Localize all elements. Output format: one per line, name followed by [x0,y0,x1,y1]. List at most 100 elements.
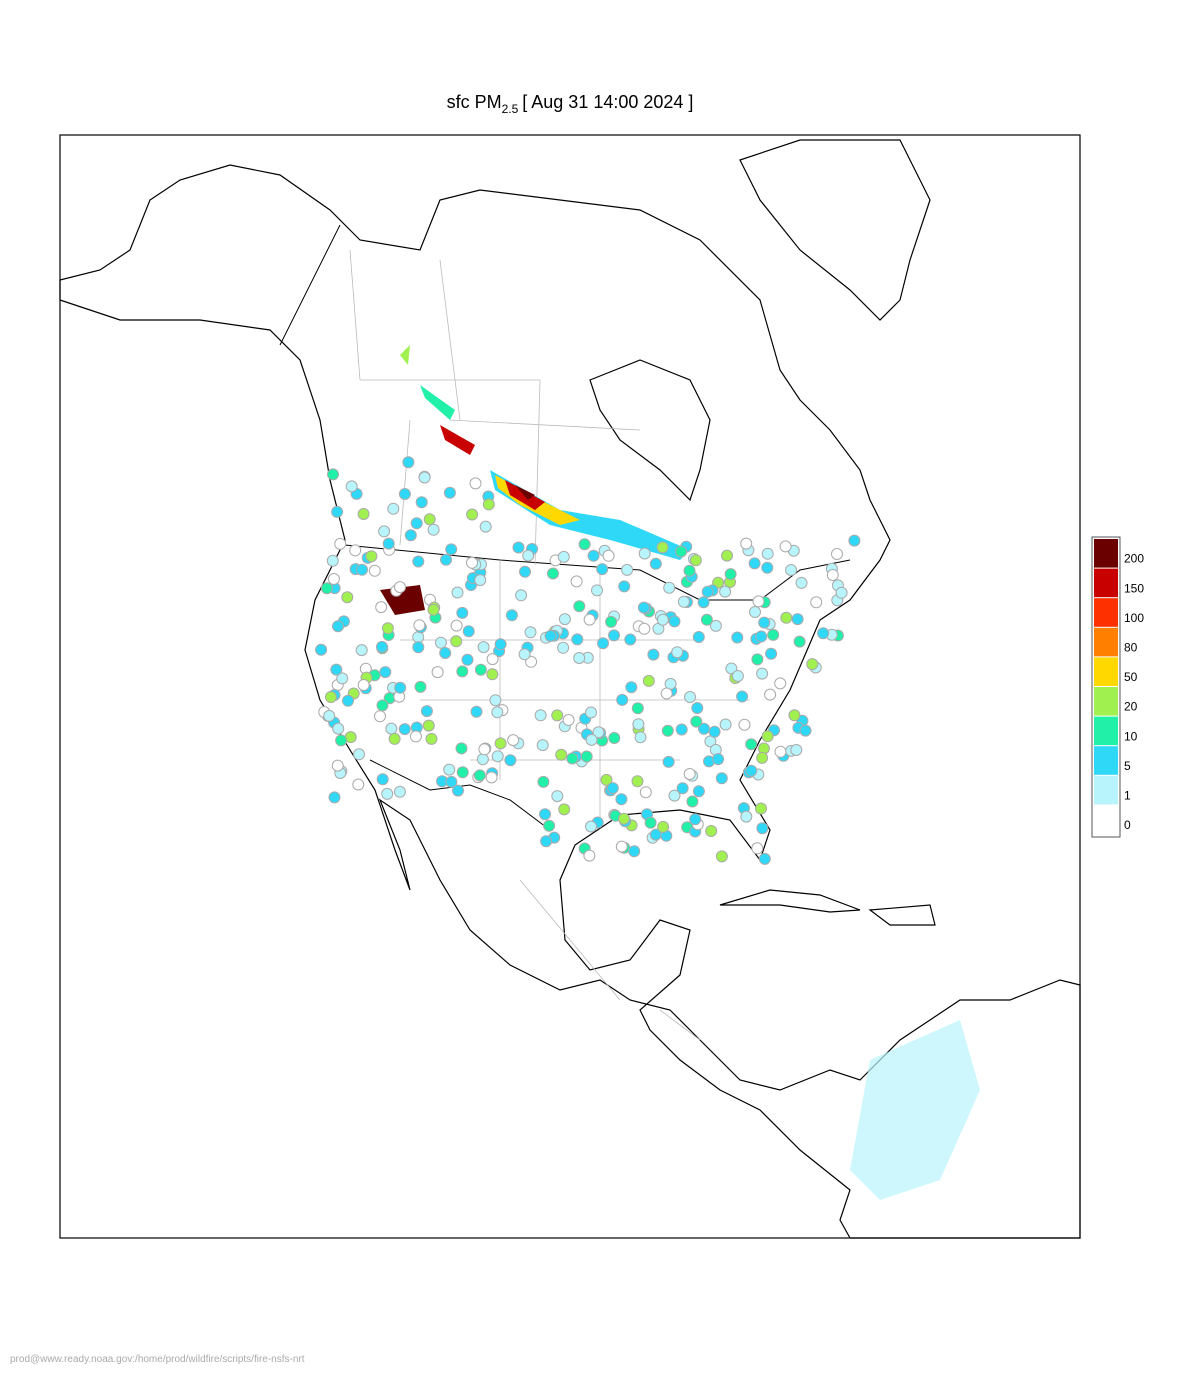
hispaniola [868,904,936,926]
station-dot [631,702,644,715]
station-dot [345,480,358,493]
station-dot [456,665,469,678]
station-dot [597,637,609,650]
station-dot [668,789,681,802]
station-dot [378,525,391,538]
station-dot [536,739,549,752]
station-dot [320,582,333,595]
alaska-border [279,224,341,346]
plume [400,345,410,365]
station-dot [543,819,556,832]
station-dot [558,613,571,626]
station-dot [494,638,507,651]
station-dot [621,563,634,576]
plume [420,385,455,420]
station-dot [409,730,422,743]
station-dot [583,613,596,626]
station-dot [551,709,564,722]
station-dot [327,468,339,481]
station-dot [587,549,600,562]
station-dot [562,714,575,726]
station-dot [721,549,733,562]
station-dot [558,803,571,816]
station-dot [466,508,479,521]
station-dot [461,653,474,666]
station-dot [382,537,395,550]
station-dot [451,586,464,599]
station-dot [478,743,491,756]
station-dot [748,557,761,570]
station-dot [335,734,348,747]
station-dot [522,549,535,562]
station-dot [394,581,406,594]
station-dot [365,550,378,563]
map-title: sfc PM2.5[ Aug 31 14:00 2024 ] [447,92,694,116]
station-dot [749,606,761,618]
station-dot [684,691,696,703]
station-dot [525,655,538,668]
station-dot [418,471,431,484]
plume [515,485,535,500]
station-dot [736,690,749,703]
station-dot [758,852,771,865]
station-dot [826,569,839,581]
station-dot [393,785,406,798]
legend-swatch [1094,746,1118,775]
plume [850,1020,980,1200]
station-dot [767,628,780,641]
station-dot [755,802,767,815]
station-dot [615,840,628,853]
station-dot [632,718,645,731]
station-dot [534,709,547,722]
station-dot [715,850,728,863]
station-dot [692,631,705,643]
station-dot [539,808,551,821]
station-dot [402,456,415,469]
station-dot [557,641,570,654]
station-dot [765,647,778,660]
station-dot [647,648,660,661]
plume [490,470,690,560]
legend-label: 20 [1124,700,1138,714]
station-dot [357,508,370,520]
station-dot [580,750,593,763]
station-dot [412,631,425,644]
station-dot [585,733,598,746]
station-dot [505,609,518,622]
station-dot [752,595,765,608]
station-dot [450,619,463,632]
station-dot [700,613,713,626]
station-dot [325,691,337,703]
station-dot [785,564,798,576]
station-dot [639,786,652,799]
station-dot [689,813,702,826]
station-dot [676,782,689,795]
station-dot [848,534,861,547]
station-dot [555,748,568,761]
station-dot [357,679,370,691]
station-dot [637,601,650,614]
station-dot [486,668,499,681]
station-dot [368,564,381,577]
station-dot [761,730,774,743]
station-dot [332,722,345,735]
station-dot [476,753,489,766]
station-dot [412,555,425,568]
station-dot [638,547,651,560]
station-dot [494,737,507,750]
station-dot [831,548,843,560]
legend-swatch [1094,805,1118,834]
station-dot [751,653,764,666]
station-dot [474,663,487,676]
station-dot [758,616,771,629]
station-dot [799,724,812,737]
station-dot [414,680,427,693]
station-dot [751,842,764,855]
station-dot [394,681,407,694]
station-dot [315,643,328,656]
station-dot [353,748,365,761]
station-dot [355,644,368,657]
station-dot [375,601,388,614]
